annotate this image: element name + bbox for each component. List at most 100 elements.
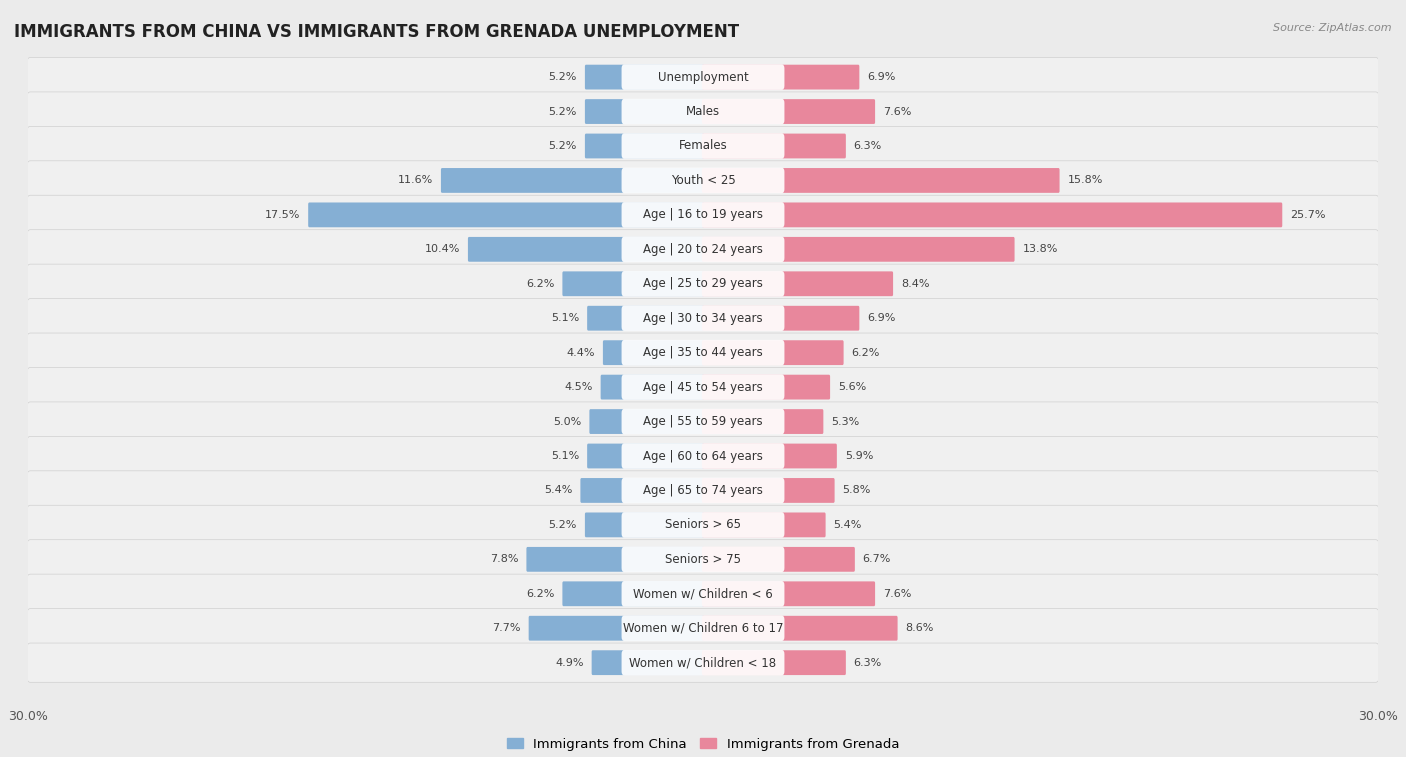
Text: Age | 30 to 34 years: Age | 30 to 34 years bbox=[643, 312, 763, 325]
FancyBboxPatch shape bbox=[702, 237, 1015, 262]
Text: 10.4%: 10.4% bbox=[425, 245, 460, 254]
Text: Age | 65 to 74 years: Age | 65 to 74 years bbox=[643, 484, 763, 497]
Text: 17.5%: 17.5% bbox=[264, 210, 301, 220]
FancyBboxPatch shape bbox=[702, 409, 824, 434]
FancyBboxPatch shape bbox=[27, 298, 1379, 338]
Text: Unemployment: Unemployment bbox=[658, 70, 748, 83]
FancyBboxPatch shape bbox=[308, 202, 704, 227]
Text: 5.1%: 5.1% bbox=[551, 313, 579, 323]
FancyBboxPatch shape bbox=[621, 512, 785, 537]
Text: 6.2%: 6.2% bbox=[526, 589, 554, 599]
FancyBboxPatch shape bbox=[621, 581, 785, 606]
FancyBboxPatch shape bbox=[585, 99, 704, 124]
FancyBboxPatch shape bbox=[585, 133, 704, 158]
FancyBboxPatch shape bbox=[600, 375, 704, 400]
FancyBboxPatch shape bbox=[702, 581, 875, 606]
Text: 5.4%: 5.4% bbox=[544, 485, 572, 495]
FancyBboxPatch shape bbox=[27, 92, 1379, 131]
Text: 6.9%: 6.9% bbox=[868, 72, 896, 82]
Text: Age | 60 to 64 years: Age | 60 to 64 years bbox=[643, 450, 763, 463]
FancyBboxPatch shape bbox=[702, 340, 844, 365]
Text: 4.9%: 4.9% bbox=[555, 658, 583, 668]
FancyBboxPatch shape bbox=[27, 195, 1379, 235]
Text: 4.5%: 4.5% bbox=[564, 382, 593, 392]
FancyBboxPatch shape bbox=[27, 609, 1379, 648]
FancyBboxPatch shape bbox=[27, 126, 1379, 166]
Text: 5.4%: 5.4% bbox=[834, 520, 862, 530]
Text: 6.2%: 6.2% bbox=[852, 347, 880, 357]
FancyBboxPatch shape bbox=[27, 367, 1379, 407]
Text: Males: Males bbox=[686, 105, 720, 118]
FancyBboxPatch shape bbox=[27, 540, 1379, 579]
FancyBboxPatch shape bbox=[529, 616, 704, 640]
FancyBboxPatch shape bbox=[27, 505, 1379, 544]
Text: 5.3%: 5.3% bbox=[831, 416, 859, 426]
FancyBboxPatch shape bbox=[621, 444, 785, 469]
Text: 13.8%: 13.8% bbox=[1022, 245, 1057, 254]
FancyBboxPatch shape bbox=[585, 512, 704, 537]
Text: 8.4%: 8.4% bbox=[901, 279, 929, 288]
FancyBboxPatch shape bbox=[621, 306, 785, 331]
Text: Youth < 25: Youth < 25 bbox=[671, 174, 735, 187]
Text: Women w/ Children 6 to 17: Women w/ Children 6 to 17 bbox=[623, 621, 783, 634]
FancyBboxPatch shape bbox=[702, 512, 825, 537]
FancyBboxPatch shape bbox=[27, 643, 1379, 682]
Text: 6.3%: 6.3% bbox=[853, 658, 882, 668]
Text: Age | 35 to 44 years: Age | 35 to 44 years bbox=[643, 346, 763, 359]
FancyBboxPatch shape bbox=[27, 402, 1379, 441]
FancyBboxPatch shape bbox=[621, 375, 785, 400]
Text: 7.7%: 7.7% bbox=[492, 623, 520, 633]
Text: 5.2%: 5.2% bbox=[548, 141, 576, 151]
Text: 5.2%: 5.2% bbox=[548, 520, 576, 530]
FancyBboxPatch shape bbox=[702, 168, 1060, 193]
FancyBboxPatch shape bbox=[621, 409, 785, 435]
FancyBboxPatch shape bbox=[526, 547, 704, 572]
FancyBboxPatch shape bbox=[27, 160, 1379, 200]
FancyBboxPatch shape bbox=[621, 133, 785, 159]
Legend: Immigrants from China, Immigrants from Grenada: Immigrants from China, Immigrants from G… bbox=[502, 733, 904, 756]
Text: Women w/ Children < 18: Women w/ Children < 18 bbox=[630, 656, 776, 669]
Text: Source: ZipAtlas.com: Source: ZipAtlas.com bbox=[1274, 23, 1392, 33]
Text: 5.9%: 5.9% bbox=[845, 451, 873, 461]
Text: 5.1%: 5.1% bbox=[551, 451, 579, 461]
FancyBboxPatch shape bbox=[603, 340, 704, 365]
FancyBboxPatch shape bbox=[581, 478, 704, 503]
Text: Age | 55 to 59 years: Age | 55 to 59 years bbox=[643, 415, 763, 428]
FancyBboxPatch shape bbox=[621, 202, 785, 228]
Text: 4.4%: 4.4% bbox=[567, 347, 595, 357]
FancyBboxPatch shape bbox=[27, 229, 1379, 269]
FancyBboxPatch shape bbox=[621, 615, 785, 641]
FancyBboxPatch shape bbox=[702, 478, 835, 503]
FancyBboxPatch shape bbox=[585, 64, 704, 89]
FancyBboxPatch shape bbox=[702, 547, 855, 572]
Text: 6.2%: 6.2% bbox=[526, 279, 554, 288]
FancyBboxPatch shape bbox=[621, 99, 785, 124]
FancyBboxPatch shape bbox=[588, 444, 704, 469]
Text: 7.6%: 7.6% bbox=[883, 589, 911, 599]
FancyBboxPatch shape bbox=[27, 58, 1379, 97]
FancyBboxPatch shape bbox=[702, 616, 897, 640]
FancyBboxPatch shape bbox=[592, 650, 704, 675]
Text: 5.2%: 5.2% bbox=[548, 72, 576, 82]
Text: 15.8%: 15.8% bbox=[1067, 176, 1102, 185]
FancyBboxPatch shape bbox=[621, 547, 785, 572]
FancyBboxPatch shape bbox=[27, 333, 1379, 372]
FancyBboxPatch shape bbox=[702, 444, 837, 469]
Text: Women w/ Children < 6: Women w/ Children < 6 bbox=[633, 587, 773, 600]
FancyBboxPatch shape bbox=[621, 237, 785, 262]
FancyBboxPatch shape bbox=[621, 271, 785, 297]
FancyBboxPatch shape bbox=[621, 168, 785, 193]
FancyBboxPatch shape bbox=[27, 436, 1379, 475]
FancyBboxPatch shape bbox=[621, 64, 785, 90]
FancyBboxPatch shape bbox=[562, 271, 704, 296]
FancyBboxPatch shape bbox=[621, 340, 785, 366]
FancyBboxPatch shape bbox=[702, 306, 859, 331]
Text: Seniors > 65: Seniors > 65 bbox=[665, 519, 741, 531]
FancyBboxPatch shape bbox=[27, 264, 1379, 304]
Text: Females: Females bbox=[679, 139, 727, 152]
FancyBboxPatch shape bbox=[27, 471, 1379, 510]
FancyBboxPatch shape bbox=[702, 650, 846, 675]
Text: 7.8%: 7.8% bbox=[491, 554, 519, 564]
FancyBboxPatch shape bbox=[702, 133, 846, 158]
FancyBboxPatch shape bbox=[27, 574, 1379, 613]
